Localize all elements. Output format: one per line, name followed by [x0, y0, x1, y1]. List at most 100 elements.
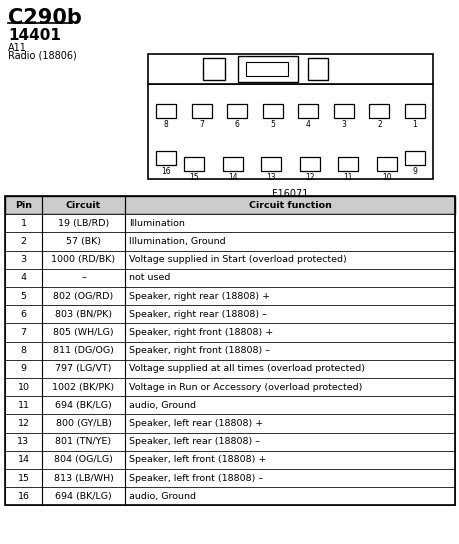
Text: Speaker, right front (18808) –: Speaker, right front (18808) –	[129, 346, 269, 355]
Text: Pin: Pin	[15, 201, 32, 209]
Text: Illumination: Illumination	[129, 219, 185, 228]
Text: 16: 16	[161, 167, 170, 176]
Text: Speaker, right rear (18808) +: Speaker, right rear (18808) +	[129, 292, 270, 301]
Text: Speaker, left front (18808) +: Speaker, left front (18808) +	[129, 455, 266, 465]
Text: Circuit function: Circuit function	[248, 201, 331, 209]
Text: Speaker, left rear (18808) +: Speaker, left rear (18808) +	[129, 419, 263, 428]
Bar	[5, 451, 454, 469]
Text: not used: not used	[129, 274, 170, 282]
Bar	[156, 151, 176, 165]
Text: 13: 13	[17, 437, 29, 446]
Bar	[5, 323, 454, 342]
Bar	[5, 342, 454, 360]
Text: 14: 14	[17, 455, 29, 465]
Bar	[333, 104, 353, 118]
Text: Voltage supplied in Start (overload protected): Voltage supplied in Start (overload prot…	[129, 255, 346, 264]
Text: Speaker, left front (18808) –: Speaker, left front (18808) –	[129, 474, 263, 483]
Text: 1002 (BK/PK): 1002 (BK/PK)	[52, 382, 114, 392]
Text: 57 (BK): 57 (BK)	[66, 237, 101, 246]
Text: C290b: C290b	[8, 8, 82, 28]
Text: 6: 6	[20, 310, 27, 319]
Text: A11: A11	[8, 43, 27, 53]
Bar	[376, 157, 396, 171]
Bar	[5, 378, 454, 396]
Bar	[246, 62, 287, 76]
Text: 8: 8	[20, 346, 27, 355]
Bar	[156, 104, 176, 118]
Text: Voltage supplied at all times (overload protected): Voltage supplied at all times (overload …	[129, 364, 364, 373]
Text: 13: 13	[266, 173, 275, 182]
Text: F16071: F16071	[272, 189, 308, 199]
Text: 19 (LB/RD): 19 (LB/RD)	[58, 219, 109, 228]
Text: 5: 5	[270, 120, 274, 129]
Bar	[5, 196, 454, 505]
Text: 801 (TN/YE): 801 (TN/YE)	[56, 437, 112, 446]
Bar	[191, 104, 211, 118]
Bar	[5, 196, 454, 214]
Text: 4: 4	[305, 120, 310, 129]
Text: 10: 10	[381, 173, 391, 182]
Text: 11: 11	[17, 401, 29, 410]
Bar	[202, 58, 224, 80]
Text: 9: 9	[412, 167, 416, 176]
Text: 5: 5	[20, 292, 27, 301]
Bar	[369, 104, 389, 118]
Bar	[227, 104, 246, 118]
Text: Circuit: Circuit	[66, 201, 101, 209]
Text: 12: 12	[17, 419, 29, 428]
Text: Speaker, right rear (18808) –: Speaker, right rear (18808) –	[129, 310, 266, 319]
Text: Speaker, right front (18808) +: Speaker, right front (18808) +	[129, 328, 273, 337]
Text: –: –	[81, 274, 86, 282]
Bar	[261, 157, 280, 171]
Bar	[5, 432, 454, 451]
Text: 694 (BK/LG): 694 (BK/LG)	[55, 401, 112, 410]
Bar	[5, 487, 454, 505]
Bar	[262, 104, 282, 118]
Text: 813 (LB/WH): 813 (LB/WH)	[53, 474, 113, 483]
Text: 805 (WH/LG): 805 (WH/LG)	[53, 328, 113, 337]
Text: 802 (OG/RD): 802 (OG/RD)	[53, 292, 113, 301]
Bar	[5, 287, 454, 305]
Text: 2: 2	[20, 237, 27, 246]
Bar	[308, 58, 327, 80]
Text: 10: 10	[17, 382, 29, 392]
Text: 14401: 14401	[8, 28, 61, 43]
Text: 3: 3	[341, 120, 346, 129]
Text: 694 (BK/LG): 694 (BK/LG)	[55, 492, 112, 501]
Bar	[148, 54, 432, 84]
Text: Voltage in Run or Accessory (overload protected): Voltage in Run or Accessory (overload pr…	[129, 382, 362, 392]
Text: 803 (BN/PK): 803 (BN/PK)	[55, 310, 112, 319]
Text: 15: 15	[189, 173, 198, 182]
Text: 7: 7	[20, 328, 27, 337]
Text: Illumination, Ground: Illumination, Ground	[129, 237, 225, 246]
Bar	[148, 84, 432, 179]
Text: Radio (18806): Radio (18806)	[8, 51, 77, 61]
Text: 3: 3	[20, 255, 27, 264]
Bar	[338, 157, 358, 171]
Text: 7: 7	[199, 120, 203, 129]
Text: 811 (DG/OG): 811 (DG/OG)	[53, 346, 114, 355]
Bar	[297, 104, 318, 118]
Bar	[5, 396, 454, 415]
Text: 12: 12	[304, 173, 314, 182]
Text: 15: 15	[17, 474, 29, 483]
Text: 4: 4	[20, 274, 27, 282]
Text: audio, Ground: audio, Ground	[129, 492, 196, 501]
Text: 14: 14	[227, 173, 237, 182]
Text: 9: 9	[20, 364, 27, 373]
Bar	[5, 269, 454, 287]
Text: 800 (GY/LB): 800 (GY/LB)	[56, 419, 111, 428]
Text: 1: 1	[20, 219, 27, 228]
Text: 797 (LG/VT): 797 (LG/VT)	[55, 364, 112, 373]
Text: Speaker, left rear (18808) –: Speaker, left rear (18808) –	[129, 437, 260, 446]
Text: 1: 1	[412, 120, 416, 129]
Text: 16: 16	[17, 492, 29, 501]
Text: 8: 8	[163, 120, 168, 129]
Bar	[184, 157, 203, 171]
Text: 6: 6	[234, 120, 239, 129]
Bar	[5, 251, 454, 269]
Bar	[5, 469, 454, 487]
Bar	[404, 104, 424, 118]
Bar	[5, 305, 454, 323]
Bar	[5, 232, 454, 251]
